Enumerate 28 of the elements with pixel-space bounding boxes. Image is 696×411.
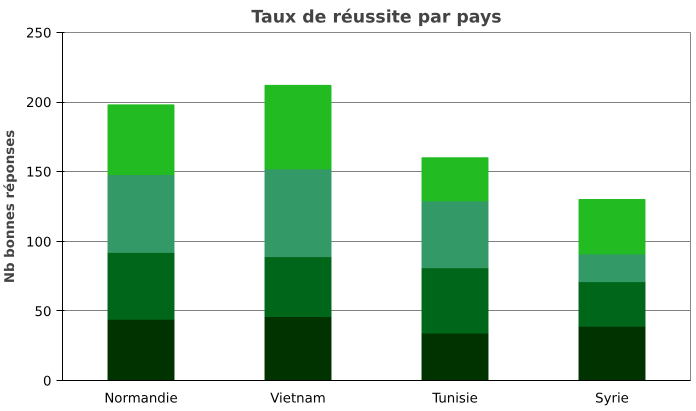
- y-tick-label: 50: [34, 304, 52, 320]
- y-tick-label: 0: [43, 374, 52, 390]
- bar: [108, 174, 174, 253]
- bar: [422, 200, 488, 268]
- bar: [264, 168, 332, 258]
- bar: [422, 157, 488, 202]
- bar: [264, 84, 332, 170]
- bar: [108, 104, 174, 175]
- bar: [578, 281, 646, 327]
- x-tick-label: Vietnam: [270, 392, 326, 406]
- bar: [578, 199, 646, 254]
- bar: [578, 326, 646, 380]
- chart-title: Taux de réussite par pays: [251, 8, 502, 28]
- y-tick-label: 200: [26, 96, 52, 112]
- x-tick-label: Tunisie: [431, 392, 478, 406]
- bar: [578, 253, 646, 282]
- bar: [264, 256, 332, 317]
- x-tick-label: Syrie: [595, 392, 629, 406]
- bar: [422, 267, 488, 334]
- y-tick-label: 100: [26, 235, 52, 250]
- bar: [108, 318, 174, 380]
- bar: [108, 252, 174, 320]
- y-axis-title: Nb bonnes réponses: [3, 130, 18, 284]
- bar: [264, 316, 332, 380]
- y-tick-label: 150: [26, 166, 52, 181]
- y-tick-label: 250: [26, 26, 52, 42]
- bar: [422, 332, 488, 380]
- x-tick-label: Normandie: [104, 392, 178, 406]
